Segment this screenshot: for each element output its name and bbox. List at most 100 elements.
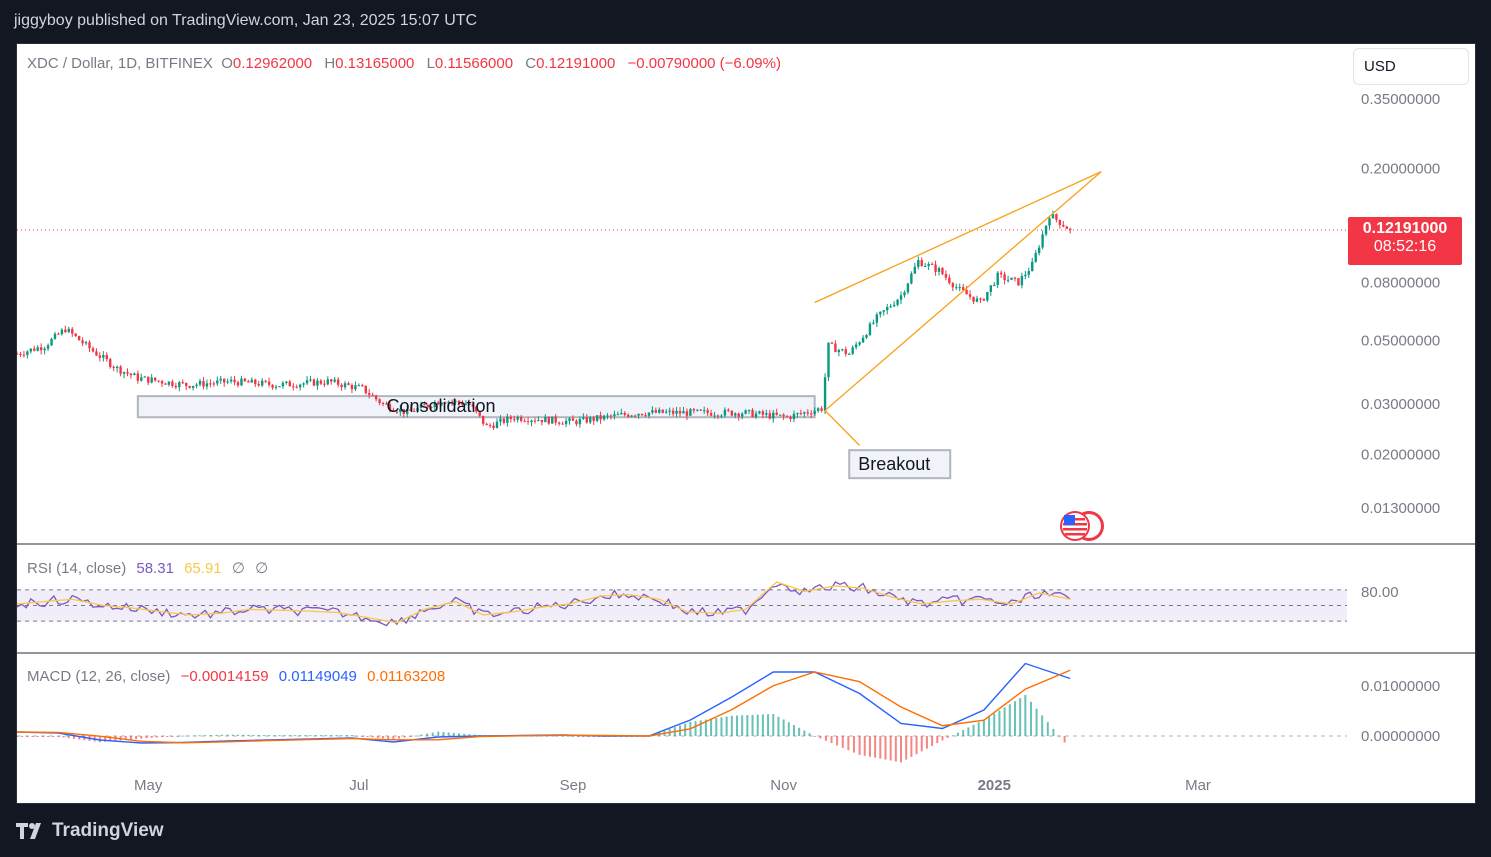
candle-body bbox=[406, 409, 409, 414]
rsi-legend[interactable]: RSI (14, close) 58.31 65.91 ∅ ∅ bbox=[27, 559, 274, 577]
candle-body bbox=[906, 283, 910, 293]
candle-body bbox=[951, 283, 955, 288]
candle-body bbox=[67, 328, 70, 333]
macd-hist-bar bbox=[813, 736, 816, 737]
macd-hist-bar bbox=[257, 735, 260, 737]
macd-hist-bar bbox=[431, 732, 434, 736]
macd-hist-bar bbox=[192, 735, 195, 737]
price-axis-tick: 0.35000000 bbox=[1361, 91, 1440, 108]
macd-hist-bar bbox=[931, 736, 934, 746]
currency-button[interactable]: USD bbox=[1353, 48, 1469, 85]
macd-line-value: 0.01149049 bbox=[278, 668, 357, 685]
macd-hist-bar bbox=[26, 736, 29, 737]
candle-body bbox=[243, 378, 247, 382]
candle-body bbox=[39, 347, 43, 351]
candle-body bbox=[333, 379, 336, 382]
candle-body bbox=[485, 423, 488, 426]
macd-signal-value: 0.01163208 bbox=[367, 668, 446, 685]
open-label: O bbox=[221, 55, 233, 72]
macd-hist-bar bbox=[761, 714, 764, 736]
macd-hist-bar bbox=[62, 736, 65, 738]
macd-hist-bar bbox=[140, 736, 143, 739]
candle-body bbox=[706, 410, 709, 413]
chart-canvas[interactable]: 0.35000000 0.20000000 0.08000000 0.05000000… bbox=[17, 44, 1475, 803]
candle-body bbox=[202, 380, 205, 387]
candle-body bbox=[602, 415, 606, 420]
candle-body bbox=[841, 349, 844, 351]
candle-body bbox=[102, 355, 105, 358]
candle-body bbox=[336, 379, 340, 385]
macd-hist-bar bbox=[847, 736, 850, 751]
candle-body bbox=[281, 382, 285, 387]
candle-body bbox=[910, 273, 913, 284]
price-axis-tick: 0.03000000 bbox=[1361, 396, 1440, 413]
macd-legend[interactable]: MACD (12, 26, close) −0.00014159 0.01149… bbox=[27, 668, 451, 685]
candle-body bbox=[668, 410, 671, 412]
candle-body bbox=[613, 414, 616, 417]
macd-hist-bar bbox=[582, 736, 585, 737]
macd-hist-bar bbox=[426, 733, 429, 736]
macd-hist-bar bbox=[231, 734, 234, 736]
macd-hist-bar bbox=[967, 727, 970, 736]
candle-body bbox=[350, 384, 354, 390]
macd-hist-bar bbox=[777, 716, 780, 736]
candle-body bbox=[260, 380, 264, 386]
candle-body bbox=[160, 381, 164, 384]
macd-hist-bar bbox=[858, 736, 861, 755]
macd-hist-bar bbox=[98, 736, 101, 743]
us-economic-event-icon[interactable] bbox=[1059, 509, 1107, 543]
candle-body bbox=[412, 410, 416, 412]
macd-hist-bar bbox=[335, 735, 338, 737]
candle-body bbox=[267, 381, 271, 385]
candle-body bbox=[692, 409, 696, 411]
macd-hist-bar bbox=[741, 715, 744, 736]
close-label: C bbox=[525, 55, 537, 72]
candle-body bbox=[188, 386, 191, 388]
symbol-name[interactable]: XDC / Dollar, 1D, BITFINEX bbox=[27, 55, 213, 72]
macd-hist-bar bbox=[962, 730, 965, 736]
candle-body bbox=[36, 347, 39, 351]
macd-hist-bar bbox=[155, 736, 158, 738]
macd-hist-bar bbox=[977, 722, 980, 736]
macd-hist-bar bbox=[556, 735, 559, 737]
candle-body bbox=[713, 415, 716, 417]
candle-body bbox=[257, 384, 260, 386]
macd-hist-bar bbox=[772, 714, 775, 736]
macd-hist-bar bbox=[437, 731, 440, 736]
macd-hist-bar bbox=[204, 735, 207, 737]
candle-body bbox=[475, 406, 478, 412]
macd-hist-bar bbox=[304, 735, 307, 737]
macd-hist-bar bbox=[988, 716, 991, 736]
candle-body bbox=[537, 419, 540, 421]
candle-body bbox=[917, 260, 920, 267]
candle-body bbox=[979, 298, 982, 300]
candle-body bbox=[416, 407, 419, 412]
candle-body bbox=[174, 385, 178, 388]
candle-body bbox=[374, 395, 378, 400]
candle-body bbox=[782, 414, 785, 417]
candle-body bbox=[153, 377, 157, 381]
macd-hist-bar bbox=[104, 736, 107, 742]
macd-hist-bar bbox=[920, 736, 923, 752]
macd-hist-bar bbox=[925, 736, 928, 749]
candle-body bbox=[1065, 226, 1068, 229]
macd-hist-bar bbox=[293, 735, 296, 737]
candle-body bbox=[292, 386, 295, 388]
macd-hist-bar bbox=[83, 736, 86, 741]
candle-body bbox=[216, 380, 219, 384]
macd-hist-bar bbox=[720, 717, 723, 736]
macd-hist-bar bbox=[145, 736, 148, 739]
breakout-arrow-line bbox=[824, 410, 861, 446]
macd-hist-bar bbox=[715, 718, 718, 736]
macd-hist-bar bbox=[371, 736, 374, 738]
candle-body bbox=[33, 348, 36, 351]
macd-hist-bar bbox=[226, 734, 229, 736]
time-axis-tick: Nov bbox=[770, 777, 797, 794]
open-value: 0.12962000 bbox=[232, 55, 313, 72]
tradingview-footer[interactable]: TradingView bbox=[16, 820, 164, 842]
chart-panel[interactable]: 0.35000000 0.20000000 0.08000000 0.05000000… bbox=[16, 43, 1476, 804]
candle-body bbox=[112, 367, 115, 369]
candle-body bbox=[595, 415, 599, 421]
macd-hist-bar bbox=[21, 736, 24, 737]
candle-body bbox=[84, 342, 88, 344]
